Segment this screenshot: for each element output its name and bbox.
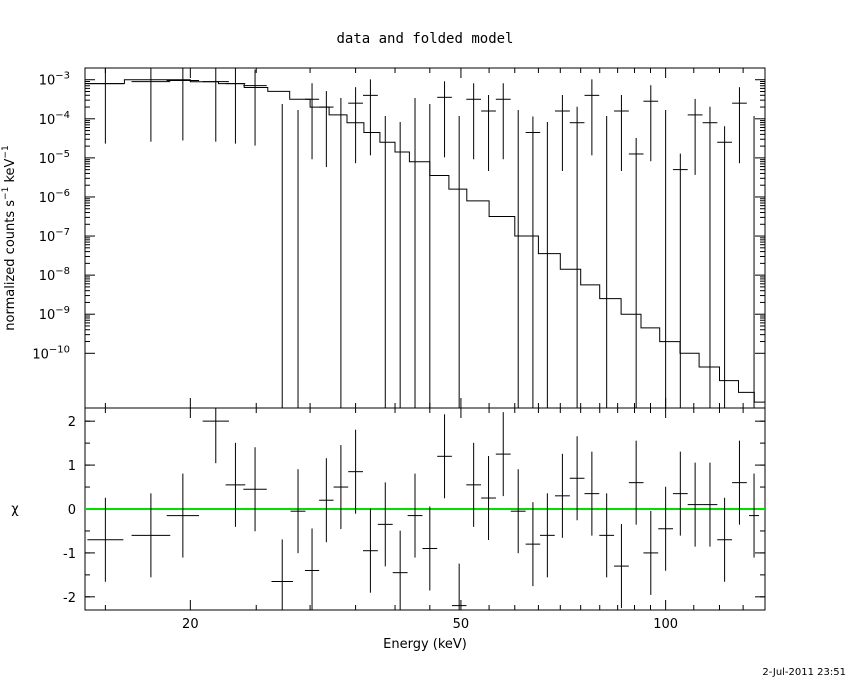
chart-title: data and folded model: [336, 31, 513, 47]
chi-tick-label: 0: [68, 503, 76, 518]
data-point: [87, 68, 124, 144]
residual-point: [569, 436, 585, 521]
data-point: [362, 79, 378, 156]
y-tick-label: 10−5: [39, 149, 70, 167]
residual-point: [392, 530, 408, 610]
y-tick-label: 10−9: [39, 305, 70, 323]
residual-point: [717, 497, 732, 582]
residual-point: [377, 482, 393, 567]
data-panel-ticks: 10−10 10−9 10−8 10−7 10−6 10−5 10−4 10−3: [32, 68, 766, 408]
y-tick-label: 10−7: [39, 227, 70, 245]
residual-point: [202, 408, 229, 464]
chi-tick-label: 1: [68, 459, 76, 474]
data-point: [614, 94, 629, 171]
residual-point: [451, 563, 467, 610]
residual-point: [407, 473, 423, 558]
data-point: [569, 106, 585, 408]
chi-tick-label: -1: [63, 547, 76, 562]
residual-point: [437, 414, 452, 499]
data-point: [584, 79, 600, 156]
residual-point: [333, 445, 349, 530]
data-point: [166, 68, 200, 141]
data-crosses: [87, 68, 755, 408]
residual-point: [362, 508, 378, 593]
residual-crosses: [87, 408, 760, 610]
residual-point: [702, 462, 718, 547]
data-panel-frame: [84, 67, 766, 409]
residual-point: [599, 493, 615, 578]
y-tick-label: 10−4: [39, 110, 70, 128]
data-point: [225, 68, 246, 144]
residual-point: [481, 456, 496, 541]
residual-point: [304, 528, 320, 610]
residual-point: [732, 440, 747, 525]
data-point: [628, 137, 644, 408]
data-point: [672, 153, 688, 408]
chi-tick-label: -2: [63, 591, 76, 606]
x-axis-label: Energy (keV): [383, 637, 467, 652]
residual-point: [271, 539, 293, 610]
data-point: [202, 68, 229, 142]
y-tick-label: 10−3: [39, 71, 70, 89]
residual-point: [466, 442, 481, 527]
residual-point: [166, 473, 200, 558]
residual-point: [225, 442, 246, 527]
residual-point: [554, 453, 570, 538]
chi-tick-label: 2: [68, 415, 76, 430]
data-panel: 10−10 10−9 10−8 10−7 10−6 10−5 10−4 10−3 normal…: [1, 67, 766, 409]
model-step-line: [85, 79, 765, 403]
data-y-axis-label: normalized counts s−1 keV−1: [1, 145, 18, 330]
timestamp: 2-Jul-2011 23:51: [762, 667, 846, 678]
data-point: [348, 87, 363, 164]
data-point: [466, 83, 481, 160]
residual-point: [628, 440, 644, 525]
residual-panel: 20 50 100 -2 -1 0 1 2 χ Energy (keV): [11, 407, 766, 652]
residual-point: [495, 412, 511, 497]
residual-point: [749, 473, 760, 558]
residual-point: [319, 458, 334, 543]
residual-point: [614, 524, 629, 609]
data-point: [495, 83, 511, 160]
residual-point: [348, 429, 363, 514]
residual-panel-ticks: 20 50 100 -2 -1 0 1 2: [63, 408, 766, 632]
y-tick-label: 10−6: [39, 188, 70, 206]
residual-point: [525, 502, 541, 587]
residual-point: [243, 447, 267, 532]
data-point: [554, 94, 570, 171]
data-point: [304, 83, 320, 160]
data-point: [243, 69, 267, 146]
residual-point: [687, 462, 703, 547]
data-point: [643, 85, 659, 162]
residual-point: [584, 451, 600, 536]
data-point: [131, 68, 171, 142]
residual-point: [510, 469, 526, 554]
y-tick-label: 10−10: [32, 344, 70, 362]
data-point: [687, 98, 703, 175]
residual-point: [539, 493, 555, 578]
data-point: [525, 116, 541, 408]
residual-point: [422, 506, 438, 591]
data-point: [319, 91, 334, 168]
x-tick-label: 20: [182, 617, 199, 632]
residual-point: [87, 497, 124, 582]
residual-point: [658, 486, 674, 571]
data-point: [732, 87, 747, 164]
residual-point: [290, 469, 306, 554]
x-tick-label: 100: [653, 617, 678, 632]
residual-point: [672, 451, 688, 536]
data-point: [717, 126, 732, 408]
data-point: [481, 94, 496, 171]
data-point: [702, 106, 718, 408]
residual-point: [643, 510, 659, 595]
data-point: [437, 81, 452, 158]
y-tick-label: 10−8: [39, 266, 70, 284]
x-tick-label: 50: [453, 617, 470, 632]
residual-point: [131, 493, 171, 578]
model-step-path: [85, 79, 765, 403]
residual-y-axis-label: χ: [11, 502, 19, 517]
